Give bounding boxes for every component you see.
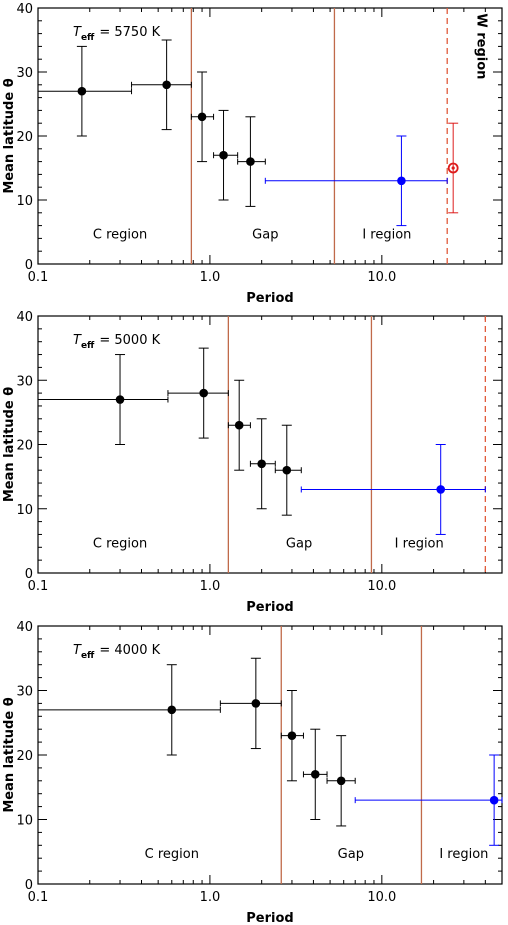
- data-point: [436, 485, 446, 494]
- region-label: I region: [395, 536, 444, 551]
- x-tick-label: 10.0: [367, 579, 396, 594]
- x-axis-label: Period: [246, 911, 293, 925]
- teff-label: Teff = 5750 K: [73, 25, 161, 43]
- x-tick-label: 10.0: [367, 270, 396, 285]
- x-axis-label: Period: [246, 600, 293, 615]
- teff-subscript: eff: [81, 341, 95, 351]
- data-point: [336, 776, 346, 786]
- region-label: Gap: [338, 847, 364, 862]
- teff-symbol: T: [73, 333, 82, 348]
- x-tick-label: 0.1: [28, 579, 49, 594]
- x-tick-label: 10.0: [367, 890, 396, 905]
- data-point: [167, 705, 177, 715]
- y-tick-label: 0: [25, 567, 33, 582]
- y-tick-label: 20: [16, 130, 33, 145]
- region-label: I region: [439, 847, 488, 862]
- y-tick-label: 40: [16, 620, 33, 635]
- teff-label: Teff = 5000 K: [73, 333, 161, 351]
- data-point: [219, 150, 228, 160]
- teff-value: = 5750 K: [99, 25, 160, 40]
- data-point: [199, 388, 208, 398]
- y-tick-label: 40: [16, 2, 33, 17]
- data-point: [115, 395, 125, 404]
- data-point-center: [451, 166, 455, 170]
- y-tick-label: 0: [25, 258, 33, 273]
- y-tick-label: 20: [16, 749, 33, 764]
- y-tick-label: 10: [16, 194, 33, 209]
- panel-2: 0.1 1.0 10.0 0 10 20 30 40 Period Mean latitude θ…: [2, 310, 503, 615]
- teff-label: Teff = 4000 K: [73, 643, 161, 661]
- region-label: W region: [473, 13, 488, 79]
- x-axis-label: Period: [246, 291, 293, 306]
- y-tick-label: 30: [16, 685, 33, 700]
- y-tick-label: 40: [16, 310, 33, 325]
- data-point-ring: [447, 162, 459, 174]
- data-point: [282, 465, 292, 475]
- panel-3: 0.1 1.0 10.0 0 10 20 30 40 Period Mean latitude θ…: [2, 620, 503, 925]
- axes-frame: [37, 315, 503, 574]
- teff-symbol: T: [73, 25, 82, 40]
- region-label: I region: [362, 227, 411, 242]
- region-label: C region: [93, 536, 147, 551]
- data-point: [197, 112, 207, 122]
- y-tick-label: 0: [25, 878, 33, 893]
- teff-subscript: eff: [81, 33, 95, 43]
- data-point: [162, 80, 171, 90]
- panel-1: 0.1 1.0 10.0 0 10 20 30 40 Period Mean latitude θ…: [2, 2, 503, 306]
- data-point: [234, 420, 244, 430]
- y-tick-label: 20: [16, 439, 33, 454]
- x-tick-label: 0.1: [28, 890, 49, 905]
- axes-frame: [37, 7, 503, 265]
- data-point: [287, 731, 297, 740]
- y-tick-label: 10: [16, 814, 33, 829]
- teff-value: = 5000 K: [99, 333, 160, 348]
- region-label: Gap: [252, 227, 278, 242]
- region-label: C region: [145, 847, 199, 862]
- x-tick-label: 1.0: [200, 890, 221, 905]
- x-tick-label: 1.0: [200, 579, 221, 594]
- data-point: [257, 459, 266, 469]
- y-tick-label: 30: [16, 66, 33, 81]
- region-label: C region: [93, 227, 147, 242]
- axes-frame: [37, 625, 503, 885]
- teff-symbol: T: [73, 643, 82, 658]
- y-axis-label: Mean latitude θ: [2, 697, 17, 812]
- y-axis-label: Mean latitude θ: [2, 78, 17, 193]
- x-tick-label: 1.0: [200, 270, 221, 285]
- data-point: [489, 795, 499, 805]
- data-point: [246, 157, 255, 166]
- region-label: Gap: [286, 536, 312, 551]
- y-tick-label: 30: [16, 374, 33, 389]
- y-axis-label: Mean latitude θ: [2, 387, 17, 502]
- data-point: [310, 770, 320, 779]
- x-tick-label: 0.1: [28, 270, 49, 285]
- teff-value: = 4000 K: [99, 643, 160, 658]
- y-tick-label: 10: [16, 503, 33, 518]
- teff-subscript: eff: [81, 651, 95, 661]
- data-point: [77, 86, 87, 96]
- data-point: [251, 699, 261, 708]
- data-point: [397, 176, 406, 186]
